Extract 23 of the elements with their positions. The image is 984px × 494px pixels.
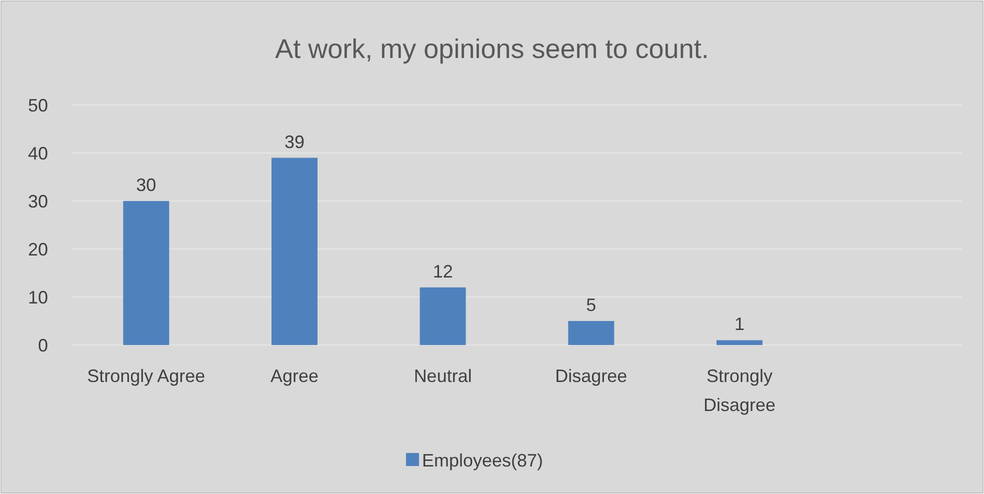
data-label: 12 (432, 261, 453, 282)
legend-label: Employees(87) (422, 450, 544, 470)
data-label: 39 (284, 132, 305, 152)
bar (568, 321, 614, 345)
data-label: 30 (136, 175, 156, 195)
y-tick-label: 20 (28, 239, 48, 260)
bar (123, 201, 170, 345)
x-tick-label: Neutral (414, 366, 472, 386)
y-tick-label: 0 (38, 335, 48, 356)
bar (716, 340, 762, 345)
bar (272, 158, 318, 345)
y-tick-label: 50 (28, 95, 48, 116)
y-tick-label: 40 (28, 143, 48, 164)
x-tick-label: Agree (270, 366, 319, 386)
y-tick-label: 30 (28, 191, 48, 212)
chart-title: At work, my opinions seem to count. (275, 34, 709, 64)
bar (420, 287, 466, 345)
data-label: 5 (586, 295, 596, 315)
x-tick-label: Strongly Agree (87, 366, 206, 386)
x-tick-label: Strongly Disagree (703, 366, 776, 415)
y-tick-label: 10 (28, 287, 48, 308)
x-tick-label: Disagree (555, 366, 628, 386)
data-label: 1 (734, 314, 745, 334)
